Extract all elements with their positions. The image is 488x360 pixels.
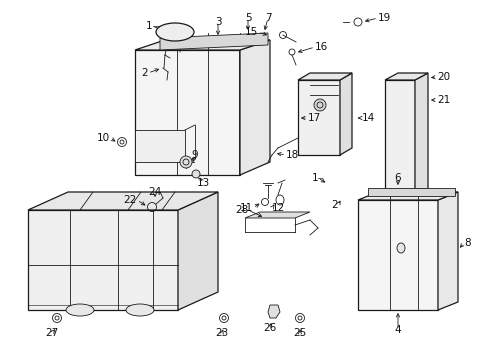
Text: 6: 6 bbox=[394, 173, 401, 183]
Text: 4: 4 bbox=[394, 325, 401, 335]
Text: 14: 14 bbox=[361, 113, 374, 123]
Polygon shape bbox=[437, 192, 457, 310]
Polygon shape bbox=[367, 188, 454, 196]
Text: 28: 28 bbox=[234, 205, 247, 215]
Polygon shape bbox=[135, 130, 184, 162]
Text: 16: 16 bbox=[314, 42, 327, 52]
Ellipse shape bbox=[192, 170, 200, 178]
Text: 13: 13 bbox=[196, 178, 209, 188]
Polygon shape bbox=[267, 305, 280, 318]
Text: 10: 10 bbox=[97, 133, 110, 143]
Text: 3: 3 bbox=[214, 17, 221, 27]
Ellipse shape bbox=[126, 304, 154, 316]
Text: 26: 26 bbox=[263, 323, 276, 333]
Ellipse shape bbox=[180, 156, 192, 168]
Polygon shape bbox=[160, 33, 267, 50]
Polygon shape bbox=[135, 50, 240, 175]
Text: 1: 1 bbox=[311, 173, 317, 183]
Polygon shape bbox=[28, 192, 218, 210]
Text: 20: 20 bbox=[436, 72, 449, 82]
Text: 15: 15 bbox=[244, 27, 258, 37]
Text: 2: 2 bbox=[331, 200, 337, 210]
Ellipse shape bbox=[66, 304, 94, 316]
Text: 19: 19 bbox=[377, 13, 390, 23]
Polygon shape bbox=[135, 40, 269, 50]
Polygon shape bbox=[339, 73, 351, 155]
Text: 7: 7 bbox=[264, 13, 271, 23]
Polygon shape bbox=[357, 192, 457, 200]
Polygon shape bbox=[244, 212, 309, 218]
Text: 23: 23 bbox=[215, 328, 228, 338]
Text: 22: 22 bbox=[123, 195, 137, 205]
Text: 21: 21 bbox=[436, 95, 449, 105]
Text: 17: 17 bbox=[307, 113, 321, 123]
Text: 25: 25 bbox=[293, 328, 306, 338]
Polygon shape bbox=[384, 80, 414, 205]
Polygon shape bbox=[384, 73, 427, 80]
Polygon shape bbox=[297, 80, 339, 155]
Ellipse shape bbox=[396, 243, 404, 253]
Polygon shape bbox=[414, 73, 427, 205]
Text: 8: 8 bbox=[463, 238, 469, 248]
Text: 24: 24 bbox=[148, 187, 162, 197]
Polygon shape bbox=[357, 200, 437, 310]
Text: 2: 2 bbox=[141, 68, 148, 78]
Ellipse shape bbox=[313, 99, 325, 111]
Text: 9: 9 bbox=[191, 150, 198, 160]
Text: 11: 11 bbox=[239, 203, 252, 213]
Ellipse shape bbox=[156, 23, 194, 41]
Polygon shape bbox=[297, 73, 351, 80]
Polygon shape bbox=[28, 210, 178, 310]
Polygon shape bbox=[240, 40, 269, 175]
Text: 27: 27 bbox=[45, 328, 59, 338]
Polygon shape bbox=[178, 192, 218, 310]
Text: 5: 5 bbox=[244, 13, 251, 23]
Text: 1: 1 bbox=[145, 21, 152, 31]
Text: 12: 12 bbox=[271, 203, 285, 213]
Text: 18: 18 bbox=[285, 150, 299, 160]
